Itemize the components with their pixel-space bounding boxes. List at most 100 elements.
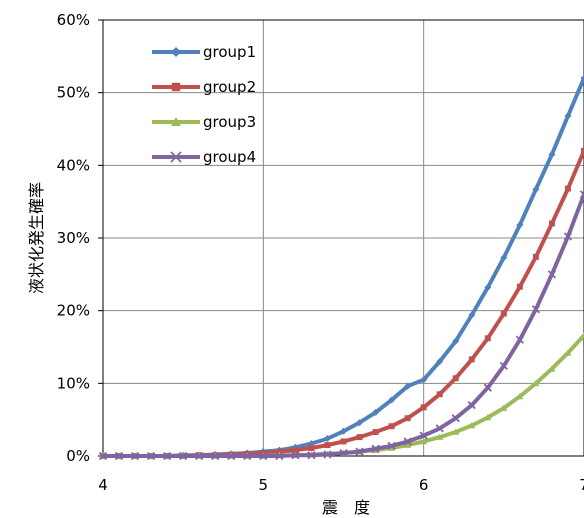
- data-point: [436, 391, 443, 398]
- data-point: [452, 337, 460, 345]
- data-point: [500, 404, 508, 411]
- y-tick-label: 30%: [57, 229, 90, 247]
- y-tick-label: 0%: [66, 447, 90, 465]
- data-point: [467, 400, 476, 410]
- data-point: [548, 220, 555, 227]
- data-point: [484, 413, 492, 421]
- data-point: [580, 74, 584, 82]
- data-point: [483, 383, 492, 392]
- plot-area: [98, 19, 584, 457]
- data-point: [388, 423, 395, 430]
- data-point: [276, 448, 283, 455]
- data-point: [403, 437, 412, 446]
- data-point: [340, 427, 347, 435]
- legend-item: group2: [152, 78, 256, 96]
- data-point: [499, 361, 508, 371]
- data-point: [356, 419, 364, 427]
- data-point: [146, 451, 156, 461]
- data-point: [404, 382, 412, 390]
- data-point: [323, 450, 332, 459]
- data-point: [548, 150, 556, 158]
- legend-label: group1: [203, 43, 256, 61]
- legend-marker: [171, 82, 181, 92]
- x-tick-label: 7: [579, 476, 584, 494]
- data-point: [515, 335, 525, 344]
- data-point: [339, 448, 348, 458]
- data-point: [500, 310, 507, 317]
- data-point: [484, 335, 491, 342]
- data-point: [532, 185, 540, 193]
- data-point: [468, 356, 475, 363]
- legend-label: group3: [203, 113, 256, 131]
- data-point: [404, 415, 411, 422]
- data-point: [547, 270, 557, 279]
- data-point: [259, 451, 268, 461]
- data-point: [291, 451, 300, 460]
- data-point: [564, 112, 572, 120]
- data-point: [436, 433, 444, 440]
- data-point: [179, 451, 188, 461]
- data-point: [308, 445, 315, 451]
- data-point: [355, 447, 364, 456]
- y-tick-label: 20%: [57, 302, 90, 320]
- data-point: [420, 376, 428, 384]
- data-point: [114, 451, 124, 461]
- series-group2: [100, 147, 584, 459]
- y-tick-label: 60%: [57, 11, 90, 29]
- data-point: [516, 221, 524, 229]
- data-point: [548, 365, 556, 372]
- data-point: [419, 431, 428, 440]
- data-point: [564, 185, 571, 192]
- legend-marker: [171, 47, 181, 57]
- data-point: [130, 451, 140, 461]
- data-point: [324, 442, 331, 449]
- data-point: [532, 379, 540, 387]
- data-point: [371, 444, 380, 453]
- y-tick-label: 10%: [57, 374, 90, 392]
- data-point: [580, 331, 584, 339]
- series-group4: [98, 190, 584, 461]
- data-point: [468, 421, 476, 429]
- legend-marker: [171, 117, 181, 126]
- data-point: [404, 441, 412, 448]
- data-point: [420, 404, 427, 411]
- y-tick-label: 50%: [57, 84, 90, 102]
- data-point: [372, 429, 379, 435]
- data-point: [435, 424, 444, 433]
- data-point: [372, 408, 380, 416]
- data-point: [516, 283, 523, 290]
- x-tick-label: 4: [98, 476, 108, 494]
- data-point: [162, 451, 172, 461]
- legend-marker: [170, 151, 182, 163]
- data-point: [564, 349, 572, 356]
- data-point: [500, 254, 508, 262]
- series-line: [103, 77, 584, 458]
- x-tick-label: 6: [419, 476, 429, 494]
- data-point: [531, 305, 541, 314]
- x-axis-title: 震 度: [322, 498, 370, 517]
- data-point: [307, 451, 316, 460]
- gridlines: [103, 20, 584, 456]
- legend-label: group4: [203, 148, 256, 166]
- legend-label: group2: [203, 78, 256, 96]
- series-layer: [98, 74, 584, 461]
- data-point: [579, 190, 584, 199]
- data-point: [323, 435, 331, 443]
- data-point: [581, 147, 584, 154]
- data-point: [227, 451, 236, 461]
- data-point: [388, 396, 396, 404]
- legend: group1 group2 group3 group4: [152, 43, 256, 166]
- data-point: [195, 451, 204, 461]
- data-point: [292, 447, 299, 454]
- y-tick-labels: 0% 10% 20% 30% 40% 50% 60%: [57, 11, 90, 465]
- data-point: [420, 437, 428, 445]
- data-point: [452, 375, 459, 382]
- data-point: [484, 283, 492, 291]
- data-point: [532, 253, 539, 260]
- y-tick-label: 40%: [57, 156, 90, 174]
- data-point: [98, 451, 108, 461]
- data-point: [516, 392, 524, 400]
- legend-item: group1: [152, 43, 256, 61]
- data-point: [387, 441, 396, 450]
